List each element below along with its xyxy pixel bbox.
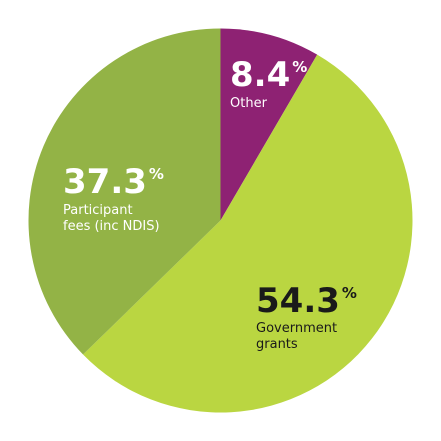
slice-label-other: 8.4 %Other bbox=[230, 55, 307, 111]
slice-value-unit: % bbox=[292, 58, 307, 76]
slice-category-label: Other bbox=[230, 96, 268, 111]
slice-category-label: Government bbox=[256, 321, 337, 336]
pie-slice-government bbox=[83, 54, 413, 413]
pie-slice-other bbox=[220, 28, 318, 221]
slice-category-label: fees (inc NDIS) bbox=[63, 219, 160, 234]
slice-category-label: grants bbox=[256, 337, 298, 352]
slice-value-number: 8.4 bbox=[230, 55, 290, 95]
slice-value-unit: % bbox=[149, 165, 164, 183]
slice-category-label: Participant bbox=[63, 203, 133, 218]
pie-slice-participant bbox=[28, 28, 221, 355]
pie-slices bbox=[28, 28, 413, 413]
slice-value-label: 37.3% bbox=[63, 162, 164, 202]
slice-value-unit: % bbox=[342, 284, 357, 302]
slice-value-number: 37.3 bbox=[63, 162, 147, 202]
slice-value-label: 54.3% bbox=[256, 281, 357, 321]
slice-value-label: 8.4% bbox=[230, 55, 307, 95]
slice-value-number: 54.3 bbox=[256, 281, 340, 321]
